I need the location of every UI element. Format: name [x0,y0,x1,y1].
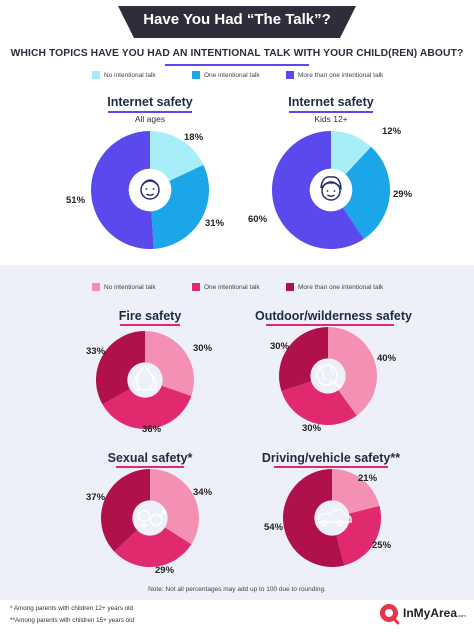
chart-title: Driving/vehicle safety** [261,451,401,465]
legend-item-more-top: More than one intentional talk [286,71,383,79]
pct-label-one: 25% [372,540,392,551]
pct-label-none: 40% [377,353,397,364]
pct-label-more: 37% [86,492,106,503]
donut-segment-none [150,131,204,181]
globe-icon [316,364,341,389]
donut-segment-one [151,164,209,249]
pct-label-none: 30% [193,343,213,354]
legend-item-one-bottom: One intentional talk [192,283,260,291]
legend-label: More than one intentional talk [298,71,384,79]
donut-chart-sexual-safety [101,469,199,567]
legend-swatch [286,283,294,291]
donut-segment-none [332,469,380,514]
pct-label-none: 21% [358,473,378,484]
pct-label-one: 36% [142,424,162,435]
legend-swatch [92,283,100,291]
car-icon [317,509,352,527]
footnote-15plus: **Among parents with children 15+ years … [10,617,135,624]
donut-center [128,168,172,212]
donut-center [127,362,162,397]
chart-subtitle: Kids 12+ [314,114,348,124]
footnote-12plus: * Among parents with children 12+ years … [10,605,134,612]
pct-label-one: 29% [393,189,413,200]
chart-title: Outdoor/wilderness safety [255,309,412,323]
pct-label-more: 60% [248,214,268,225]
legend-label: One intentional talk [204,71,260,79]
donut-segment-more [272,131,364,249]
chart-title-underline [274,466,388,468]
brand-logo: InMyArea.com [403,606,466,620]
pct-label-none: 34% [193,487,213,498]
donut-segment-none [331,131,372,175]
child-face-icon [320,176,342,201]
footnote-rounding: Note: Not all percentages may add up to … [148,586,326,593]
chart-title: Internet safety [288,95,374,109]
pct-label-one: 30% [302,423,322,434]
donut-segment-none [150,469,199,545]
donut-segment-one [114,527,192,567]
chart-title: Internet safety [107,95,193,109]
chart-subtitle: All ages [134,114,166,124]
fire-icon [132,364,158,391]
pct-label-more: 30% [270,341,290,352]
donut-chart-internet-all-ages [90,131,209,249]
logo-text: InMyArea [403,606,458,620]
chart-title-underline [120,324,180,326]
subtitle-underline [165,64,309,66]
donut-chart-fire-safety [96,331,194,429]
chart-title: Fire safety [118,309,182,323]
pct-label-none: 12% [382,126,402,137]
gender-icon [137,509,166,529]
donut-center [309,168,353,212]
lower-section-background [0,265,474,610]
donut-segment-none [328,327,377,416]
donut-segment-one [342,146,390,239]
donut-segment-more [101,469,150,552]
logo-suffix: .com [457,613,466,618]
legend-item-one-top: One intentional talk [192,71,260,79]
donut-chart-outdoor-safety [279,327,377,425]
logo-mark-icon [380,604,400,625]
chart-title-underline [116,466,184,468]
pct-label-one: 29% [155,565,175,576]
legend-label: More than one intentional talk [298,283,384,291]
pct-label-one: 31% [205,218,225,229]
legend-item-none-top: No intentional talk [92,71,156,79]
chart-title: Sexual safety* [107,451,193,465]
baby-face-icon [140,179,160,200]
pct-label-more: 54% [264,522,284,533]
donut-center [132,500,167,535]
donut-segment-more [90,131,154,249]
pct-label-more: 51% [66,195,86,206]
pct-label-none: 18% [184,132,204,143]
legend-item-none-bottom: No intentional talk [92,283,156,291]
legend-swatch [286,71,294,79]
legend-swatch [192,283,200,291]
donut-segment-none [145,331,194,397]
donut-segment-more [283,469,345,567]
page-title: Have You Had “The Talk”? [143,11,331,28]
donut-chart-internet-kids-12 [272,131,390,249]
legend-label: No intentional talk [104,283,156,291]
chart-title-underline [108,111,192,113]
legend-swatch [92,71,100,79]
donut-segment-one [281,381,357,425]
donut-segment-one [336,505,381,566]
donut-segment-more [96,331,145,405]
donut-segment-more [279,327,328,392]
legend-label: No intentional talk [104,71,156,79]
chart-title-underline [266,324,394,326]
legend-item-more-bottom: More than one intentional talk [286,283,383,291]
chart-title-underline [289,111,373,113]
legend-label: One intentional talk [204,283,260,291]
donut-chart-driving-safety [283,469,381,567]
legend-swatch [192,71,200,79]
pct-label-more: 33% [86,346,106,357]
donut-segment-one [102,385,192,429]
title-banner [118,6,356,38]
chart-subtitle: WHICH TOPICS HAVE YOU HAD AN INTENTIONAL… [10,48,464,59]
donut-center [310,358,345,393]
